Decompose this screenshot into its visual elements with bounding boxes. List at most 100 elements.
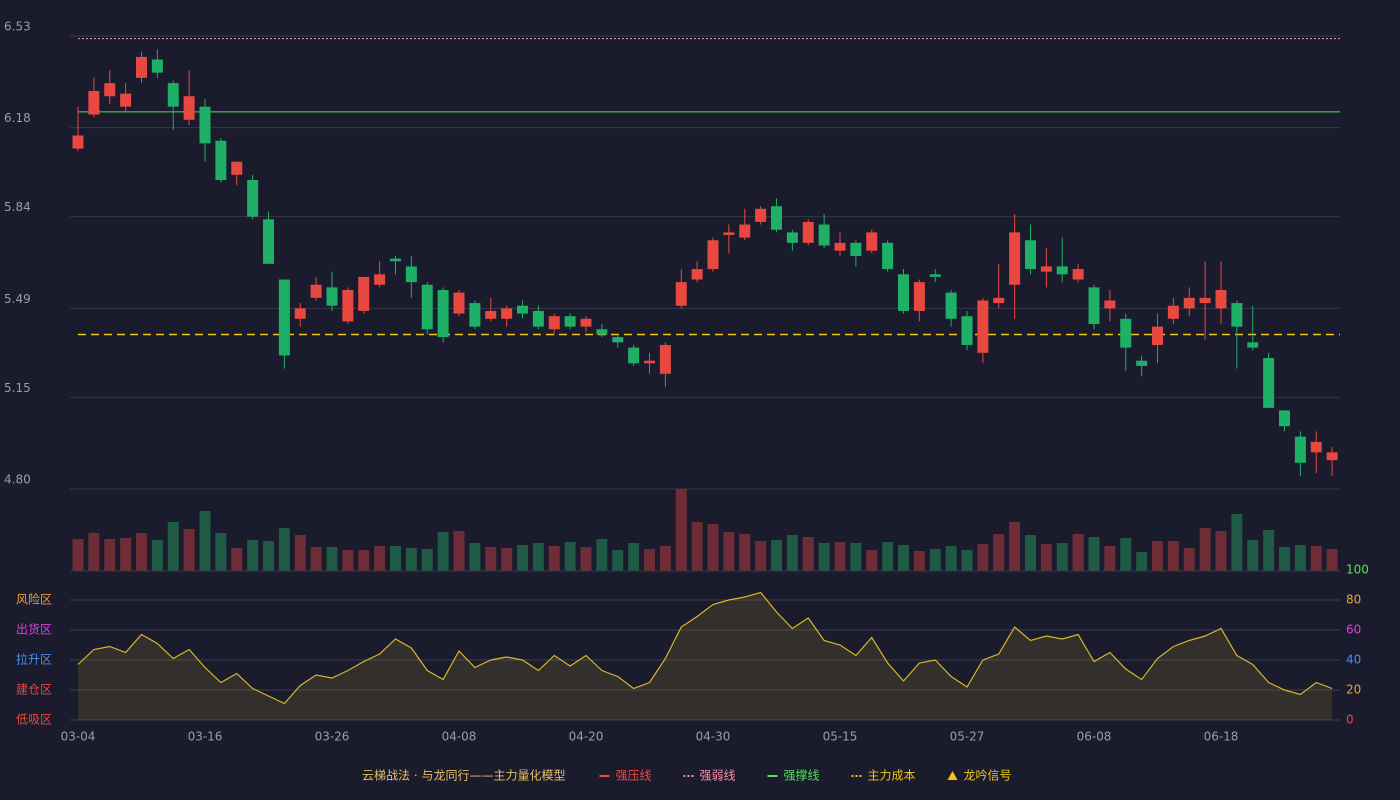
volume-bar [993,534,1005,571]
volume-bar [1136,552,1148,571]
candle-body [247,180,259,217]
candle-body [977,300,989,353]
y-tick-label: 5.84 [4,200,31,214]
candle-body [1056,266,1068,275]
volume-bar [628,543,640,571]
candle-body [1167,305,1179,319]
volume-bar [1247,540,1259,571]
candle-body [1088,287,1100,325]
candle-body [263,219,274,264]
volume-bar [199,511,211,571]
volume-bar [850,543,862,571]
legend-label: 龙吟信号 [964,768,1012,783]
volume-bar [1056,543,1068,571]
candle-body [501,308,513,319]
volume-bar [1104,546,1116,571]
candle-body [104,83,116,97]
indicator-area [78,592,1333,720]
y-tick-label: 6.53 [4,20,31,34]
candle-body [136,56,147,78]
candle-body [342,289,354,322]
candle-body [1279,410,1290,427]
candle-body [644,360,655,364]
candle-body [199,106,211,144]
candle-body [564,316,576,327]
legend-label: 强弱线 [699,769,735,783]
volume-bar [532,543,544,571]
candle-body [1310,441,1322,453]
volume-bar [183,529,195,571]
candle-body [374,274,386,285]
volume-bar [913,551,925,571]
zone-label: 建仓区 [16,683,52,697]
candle-body [961,316,973,345]
volume-bar [1183,548,1195,571]
candle-body [1326,452,1338,461]
candle-body [88,90,100,115]
x-tick-label: 03-04 [61,730,96,744]
legend-label: 主力成本 [868,769,916,783]
candle-body [1152,326,1163,345]
candle-body [659,344,671,374]
volume-bar [1040,544,1052,571]
candle-body [167,83,179,107]
volume-bar [675,489,687,571]
volume-bar [564,542,576,571]
candle-body [945,292,957,319]
candle-body [612,337,624,343]
legend: 云梯战法 · 与龙同行——主力量化模型 强压线 强弱线 强撑线 主力成本 龙吟信号 [362,768,1012,783]
volume-bar [755,541,767,571]
volume-bar [374,546,386,571]
volume-bar [977,544,989,571]
legend-label: 强压线 [615,769,651,783]
volume-bar [421,549,433,571]
candle-body [1183,297,1195,309]
volume-bar [866,550,878,571]
volume-bar [1294,545,1306,571]
y-tick-label: 6.18 [4,111,31,125]
volume-bar [215,533,227,571]
volume-bar [1072,534,1084,571]
volume-bar [1025,535,1036,571]
volume-bar [1279,547,1290,571]
volume-bar [691,522,703,571]
volume-bar [929,549,941,571]
candle-body [580,318,592,327]
candle-body [215,140,227,181]
candle-body [1231,303,1243,327]
volume-bar [1199,528,1211,571]
candle-body [898,274,909,311]
legend-title: 云梯战法 · 与龙同行——主力量化模型 [362,769,565,783]
candle-body [278,279,290,356]
candle-body [1072,269,1084,280]
volume-bar [136,533,147,571]
volume-bar [1263,530,1275,571]
y-tick-label: 5.15 [4,381,31,395]
candle-body [882,242,894,270]
candle-body [786,232,798,243]
volume-bar [1326,549,1338,571]
candle-body [596,329,608,335]
volume-bar [612,550,624,571]
candle-body [866,232,878,251]
candle-body [485,310,497,319]
volume-bar [1120,538,1132,571]
x-tick-label: 04-30 [696,730,731,744]
volume-bar [1152,541,1163,571]
candle-body [929,274,941,277]
candle-body [421,284,433,330]
legend-label: 强撑线 [783,768,819,783]
candle-body [517,305,528,314]
candle-body [1263,358,1275,408]
volume-bar [707,524,719,571]
y2-tick-label: 100 [1346,563,1369,577]
candle-body [1294,436,1306,463]
volume-bar [310,547,322,571]
candle-body [739,224,751,238]
volume-bar [898,545,909,571]
volume-bar [1167,541,1179,571]
candle-body [469,303,481,327]
volume-bar [453,531,465,571]
